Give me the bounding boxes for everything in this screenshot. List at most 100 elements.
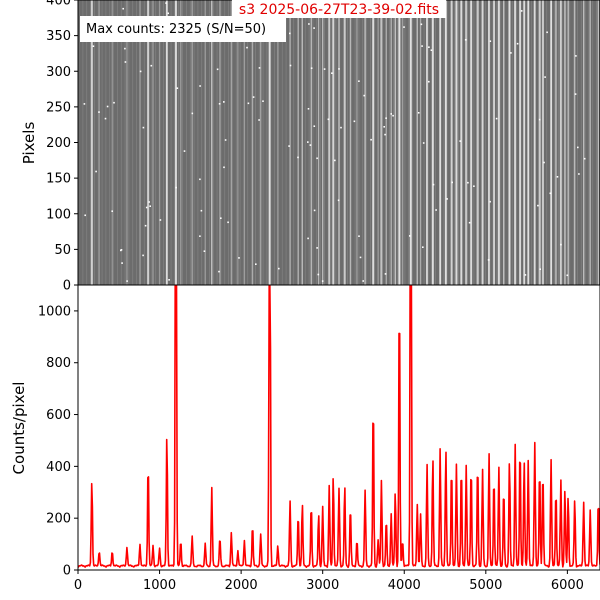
hot-pixel [468,221,471,224]
hot-pixel [167,12,169,15]
spectrum-image-panel: 0 50 100 150 200 250 300 350 400 Pixels s3 2025-… [20,0,600,294]
hot-pixel [165,2,167,4]
hot-pixel [524,274,527,276]
y-tick-label: 200 [46,136,71,151]
hot-pixel [549,192,552,195]
hot-pixel [489,40,492,42]
hot-pixel [338,68,340,70]
hot-pixel [421,45,423,47]
hot-pixel [313,27,315,29]
hot-pixel [124,47,126,50]
hot-pixel [321,280,324,282]
hot-pixel [435,209,437,211]
hot-pixel [223,101,225,103]
hot-pixel [316,157,318,160]
hot-pixel [124,61,127,63]
x-tick-label: 0 [74,578,82,593]
hot-pixel [92,45,95,47]
hot-pixel [307,108,310,110]
hot-pixel [98,111,100,113]
hot-pixel [313,209,316,212]
y-tick-label: 100 [46,207,71,222]
hot-pixel [144,224,147,227]
hot-pixel [510,52,512,54]
hot-pixel [403,26,405,28]
hot-pixel [577,146,579,149]
hot-pixel [199,85,201,87]
hot-pixel [537,204,539,207]
hot-pixel [459,140,461,142]
hot-pixel [323,68,326,70]
hot-pixel [327,118,330,121]
hot-pixel [224,139,227,141]
hot-pixel [258,119,260,121]
hot-pixel [370,138,372,141]
hot-pixel [392,114,394,117]
hot-pixel [191,112,194,115]
hot-pixel [359,256,362,259]
y-tick-label: 150 [46,172,71,187]
hot-pixel [183,150,186,152]
hot-pixel [288,145,290,147]
hot-pixel [446,198,448,200]
x-tick-label: 6000 [551,578,584,593]
hot-pixel [451,181,453,184]
hot-pixel [139,70,142,73]
hot-pixel [353,120,356,123]
hot-pixel [544,76,546,78]
hot-pixel [142,126,145,129]
hot-pixel [258,67,261,69]
hot-pixel [149,205,151,207]
hot-pixel [106,105,109,108]
hot-pixel [538,118,541,121]
hot-pixel [432,183,435,186]
hot-pixel [159,219,162,221]
hot-pixel [199,178,201,181]
hot-pixel [566,274,569,277]
hot-pixel [473,185,475,187]
y-tick-label: 800 [46,356,71,371]
hot-pixel [126,280,128,282]
hot-pixel [340,126,342,129]
x-tick-label: 1000 [143,578,176,593]
hot-pixel [104,117,107,120]
hot-pixel [422,142,425,144]
hot-pixel [543,161,545,164]
emission-line-stripes [82,0,600,285]
hot-pixel [489,200,491,203]
hot-pixel [539,268,541,270]
note-box [80,16,286,42]
hot-pixel [428,46,430,48]
y-tick-label: 50 [54,243,71,258]
hot-pixel [95,170,97,173]
plot-frame [77,284,600,571]
y-tick-label: 200 [46,512,71,527]
hot-pixel [218,270,220,273]
plot-x-ticks: 0 1000 2000 3000 4000 5000 6000 [74,570,584,593]
hot-pixel [278,267,280,270]
hot-pixel [168,279,170,281]
hot-pixel [145,206,148,209]
x-tick-label: 2000 [225,578,258,593]
hot-pixel [255,263,257,265]
hot-pixel [121,262,123,264]
y-tick-label: 350 [46,29,71,44]
hot-pixel [363,94,365,97]
hot-pixel [422,246,424,248]
y-tick-label: 300 [46,65,71,80]
hot-pixel [428,80,430,83]
hot-pixel [556,176,559,178]
hot-pixel [520,10,523,12]
hot-pixel [150,64,153,67]
hot-pixel [223,166,225,169]
hot-pixel [574,93,577,95]
y-tick-label: 1000 [38,304,71,319]
title-box [232,0,446,18]
hot-pixel [148,201,150,203]
hot-pixel [487,259,490,261]
plot-y-ticks: 0 200 400 600 800 1000 [38,304,78,579]
hot-pixel [220,217,222,219]
hot-pixel-dots [83,2,586,282]
hot-pixel [362,280,364,282]
hot-pixel [337,199,340,202]
